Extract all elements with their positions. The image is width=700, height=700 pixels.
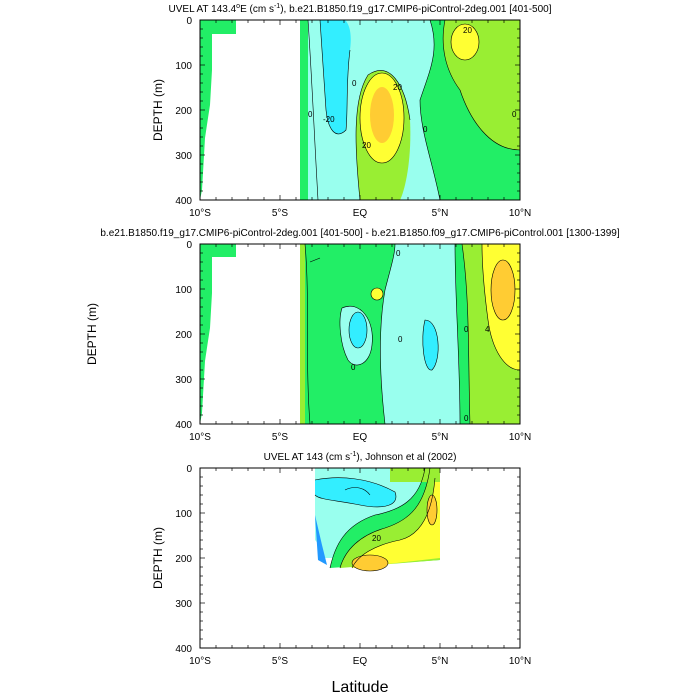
- panel-3-clabel: 20: [372, 534, 381, 543]
- y-tick: 100: [175, 285, 192, 296]
- panel-1-mask: [200, 20, 300, 200]
- panel-2-contours: [304, 243, 521, 425]
- panel-1-yticks: 0 100 200 300 400: [175, 16, 192, 207]
- y-tick: 100: [175, 509, 192, 520]
- panel-2-mask: [200, 244, 300, 424]
- panel-2: b.e21.B1850.f19_g17.CMIP6-piControl-2deg…: [85, 228, 620, 443]
- panel-1-title: UVEL AT 143.4oE (cm s-1), b.e21.B1850.f1…: [169, 3, 552, 15]
- panel-1-clabel: -20: [323, 115, 335, 124]
- panel-2-xticks: 10°S 5°S EQ 5°N 10°N: [189, 432, 531, 443]
- x-tick: 10°N: [509, 432, 531, 443]
- panel-3-yellow: [352, 478, 440, 568]
- panel-1-west-strip: [300, 20, 308, 200]
- y-tick: 0: [186, 464, 192, 475]
- panel-3-lower-left-blue: [315, 515, 327, 565]
- panel-2-west-strip: [300, 244, 305, 424]
- panel-2-clabel: 0: [464, 325, 469, 334]
- panel-1-contour-labels: -20 20 0 20 20 0 0 0: [308, 26, 517, 150]
- panel-2-clabel: 4: [485, 325, 490, 334]
- y-tick: 400: [175, 196, 192, 207]
- panel-3-yticks: 0 100 200 300 400: [175, 464, 192, 655]
- x-tick: 10°S: [189, 208, 211, 219]
- panel-2-clabel: 0: [464, 414, 469, 423]
- panel-3-top-green: [390, 468, 440, 482]
- panel-1-core-gold: [370, 87, 394, 143]
- panel-3-title: UVEL AT 143 (cm s-1), Johnson et al (200…: [264, 451, 457, 463]
- panel-1-clabel: 20: [362, 141, 371, 150]
- panel-2-left-cyan: [349, 312, 367, 348]
- x-tick: EQ: [353, 656, 368, 667]
- panel-3-gold: [352, 555, 388, 571]
- x-tick: 5°S: [272, 208, 289, 219]
- panel-2-yticks: 0 100 200 300 400: [175, 240, 192, 431]
- panel-2-ylabel: DEPTH (m): [85, 303, 99, 365]
- x-tick: 10°S: [189, 656, 211, 667]
- panel-1-field: [200, 20, 520, 201]
- panel-3-field: [315, 468, 440, 571]
- x-tick: 10°N: [509, 208, 531, 219]
- x-axis-label: Latitude: [332, 679, 389, 696]
- panel-2-central-cyan: [422, 320, 439, 371]
- panel-1-clabel: 0: [423, 125, 428, 134]
- panel-1-clabel: 0: [352, 79, 357, 88]
- panel-3-xticks: 10°S 5°S EQ 5°N 10°N: [189, 656, 531, 667]
- y-tick: 0: [186, 240, 192, 251]
- x-tick: 5°N: [432, 656, 449, 667]
- panel-2-small-yellow: [371, 288, 383, 300]
- y-tick: 200: [175, 106, 192, 117]
- panel-2-title: b.e21.B1850.f19_g17.CMIP6-piControl-2deg…: [100, 228, 619, 239]
- x-tick: 10°N: [509, 656, 531, 667]
- y-tick: 0: [186, 16, 192, 27]
- panel-1-clabel: 0: [512, 110, 517, 119]
- panel-3-gold-right: [427, 495, 437, 525]
- y-tick: 200: [175, 554, 192, 565]
- y-tick: 300: [175, 599, 192, 610]
- y-tick: 400: [175, 644, 192, 655]
- panel-1-xticks: 10°S 5°S EQ 5°N 10°N: [189, 208, 531, 219]
- y-tick: 400: [175, 420, 192, 431]
- x-tick: 5°N: [432, 208, 449, 219]
- panel-3-contour-labels: 20: [372, 534, 381, 543]
- panel-3-ylabel: DEPTH (m): [151, 527, 165, 589]
- y-tick: 100: [175, 61, 192, 72]
- panel-3: UVEL AT 143 (cm s-1), Johnson et al (200…: [151, 451, 531, 667]
- panel-1-clabel: 20: [393, 83, 402, 92]
- x-tick: 10°S: [189, 432, 211, 443]
- panel-2-clabel: 0: [351, 363, 356, 372]
- x-tick: 5°N: [432, 432, 449, 443]
- panel-1-jet: [320, 20, 351, 134]
- panel-2-right-gold: [491, 260, 515, 320]
- panel-1-yellow-top: [451, 24, 479, 60]
- panel-1: UVEL AT 143.4oE (cm s-1), b.e21.B1850.f1…: [151, 3, 552, 219]
- y-tick: 300: [175, 151, 192, 162]
- panel-2-field: [200, 244, 520, 424]
- panel-1-contours: [307, 19, 521, 201]
- panel-2-clabel: 0: [396, 249, 401, 258]
- tick-marks: [199, 19, 521, 649]
- panel-2-contour-labels: 0 0 0 0 4 0: [351, 249, 490, 423]
- panel-1-ylabel: DEPTH (m): [151, 79, 165, 141]
- x-tick: 5°S: [272, 432, 289, 443]
- y-tick: 200: [175, 330, 192, 341]
- panel-2-clabel: 0: [398, 335, 403, 344]
- x-tick: 5°S: [272, 656, 289, 667]
- x-tick: EQ: [353, 432, 368, 443]
- panel-3-cyan-surface: [315, 477, 396, 507]
- panel-2-central-lightcyan: [380, 244, 460, 424]
- y-tick: 300: [175, 375, 192, 386]
- x-tick: EQ: [353, 208, 368, 219]
- panel-1-clabel: 20: [463, 26, 472, 35]
- panel-3-contours: [314, 467, 438, 572]
- panel-1-clabel: 0: [308, 110, 313, 119]
